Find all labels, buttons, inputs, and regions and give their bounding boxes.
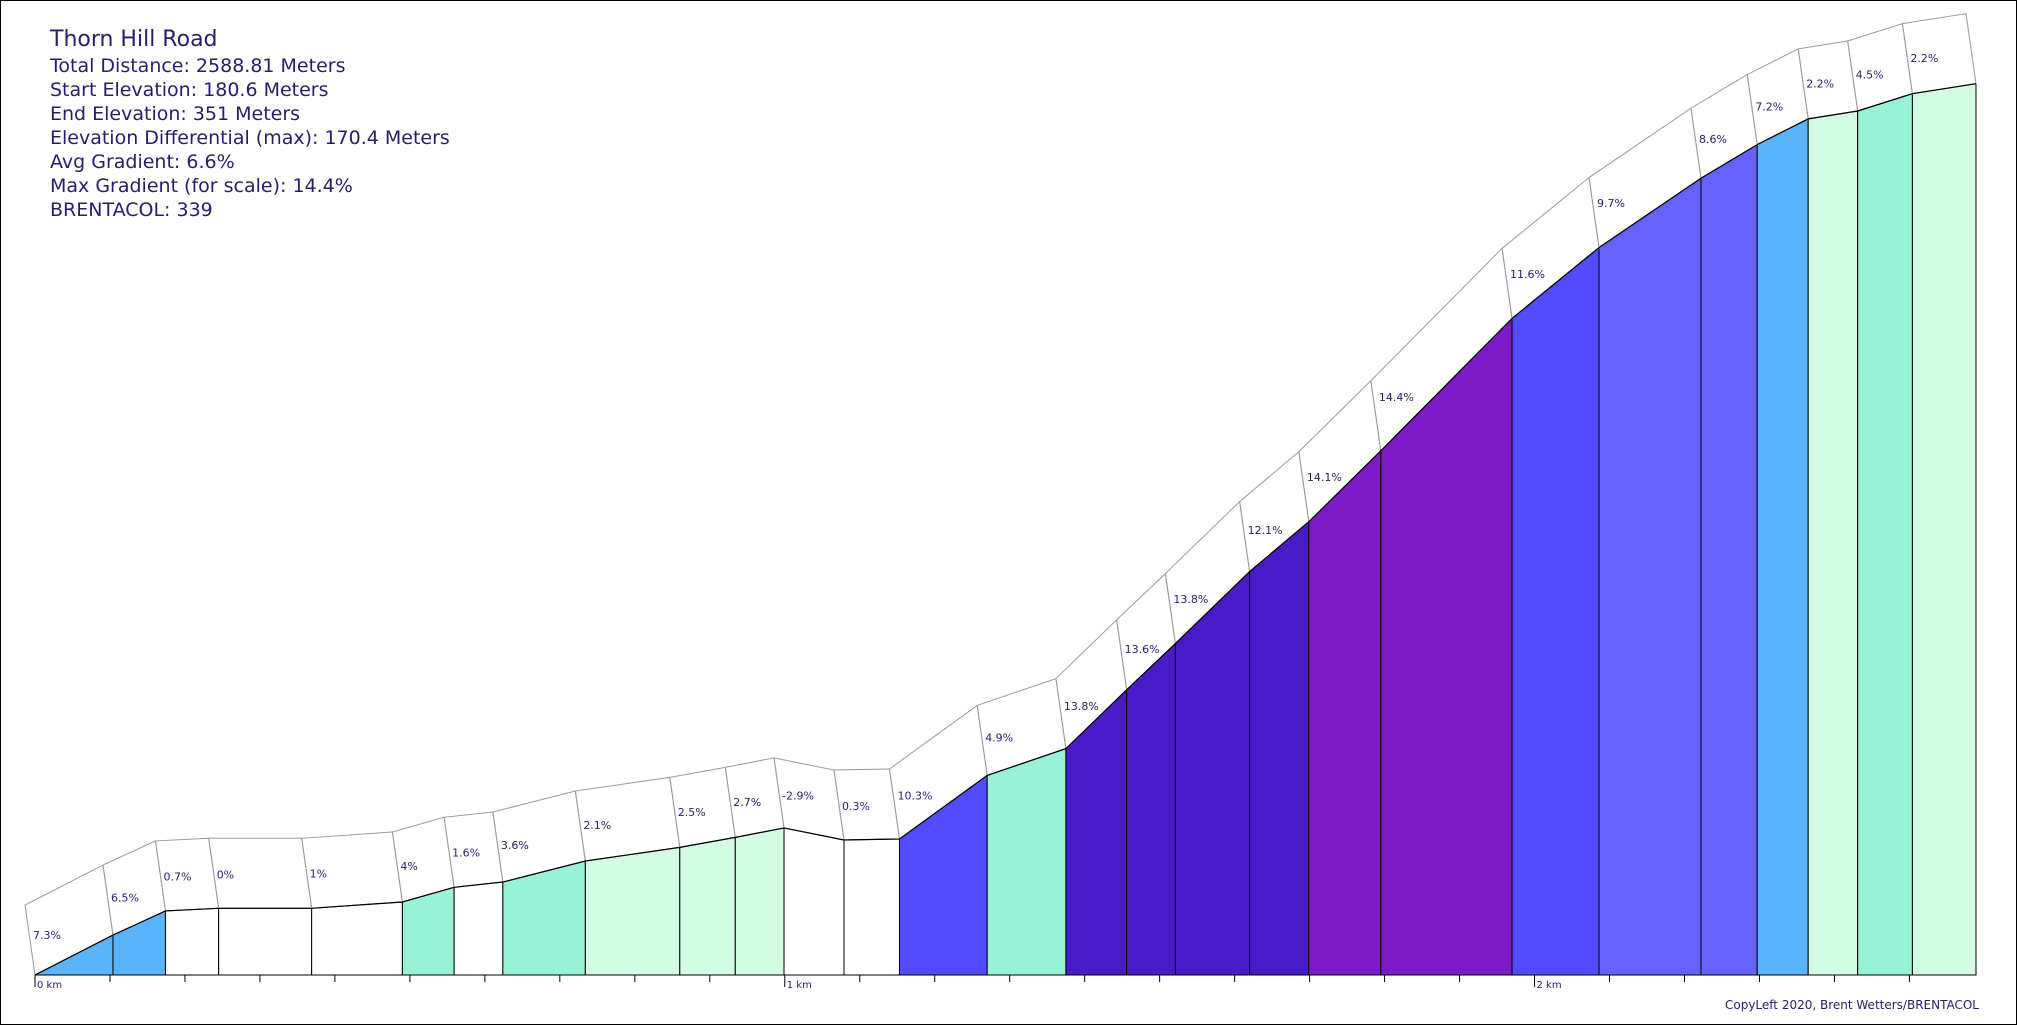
gradient-label: 1.6% [452,846,480,859]
profile-segment [1598,177,1702,976]
gradient-label: 8.6% [1699,133,1727,146]
profile-segment [1380,317,1513,976]
profile-segment [734,827,785,976]
gradient-label: -2.9% [782,790,814,803]
elevation-differential: Elevation Differential (max): 170.4 Mete… [50,127,450,149]
profile-segment [898,774,988,976]
gradient-label: 13.8% [1064,700,1099,713]
profile-segment [401,886,455,976]
profile-segment [1756,118,1809,976]
gradient-label: 0.3% [842,800,870,813]
route-info-panel: Thorn Hill Road Total Distance: 2588.81 … [50,26,450,222]
profile-segment [502,860,586,976]
gradient-label: 4% [400,860,417,873]
profile-segment [1857,92,1913,976]
gradient-label: 1% [310,867,327,880]
profile-segment [218,907,313,976]
gradient-label: 11.6% [1510,268,1545,281]
gradient-label: 10.3% [897,789,932,802]
gradient-label: 0% [217,868,234,881]
gradient-label: 2.7% [733,796,761,809]
profile-segment [1911,83,1977,976]
profile-segment [584,846,681,976]
gradient-label: 6.5% [111,891,139,904]
brentacol-score: BRENTACOL: 339 [50,199,213,221]
gradient-label: 3.6% [501,839,529,852]
profile-segment [679,836,736,976]
profile-line [34,83,1977,976]
copyleft-credit: CopyLeft 2020, Brent Wetters/BRENTACOL [1724,998,1979,1012]
profile-segment [1511,246,1600,976]
profile-segment [1700,143,1758,976]
profile-segment [1249,520,1310,976]
profile-segment [1126,642,1176,976]
gradient-label: 14.4% [1379,391,1414,404]
profile-segment [1065,688,1128,976]
route-title: Thorn Hill Road [50,27,218,52]
gradient-label: 4.5% [1856,68,1884,81]
x-tick-label: 1 km [787,980,812,991]
x-tick-label: 0 km [37,980,62,991]
gradient-label: 7.3% [33,929,61,942]
profile-segment [311,901,403,976]
profile-segment [1807,110,1859,976]
gradient-label: 4.9% [985,731,1013,744]
profile-segment [843,838,900,976]
profile-segment [164,907,220,976]
profile-segment [112,910,166,976]
gradient-label: 12.1% [1248,524,1283,537]
profile-segment [1308,449,1382,976]
max-gradient: Max Gradient (for scale): 14.4% [50,175,353,197]
gradient-label: 0.7% [163,871,191,884]
profile-segment [783,827,845,976]
gradient-label: 2.1% [583,819,611,832]
x-tick-label: 2 km [1537,980,1562,991]
avg-gradient: Avg Gradient: 6.6% [50,151,235,173]
gradient-label: 2.2% [1806,78,1834,91]
gradient-label: 14.1% [1307,471,1342,484]
total-distance: Total Distance: 2588.81 Meters [50,55,346,77]
start-elevation: Start Elevation: 180.6 Meters [50,79,329,101]
gradient-label: 2.2% [1910,52,1938,65]
profile-segment [986,747,1067,976]
profile-segment [453,881,504,976]
end-elevation: End Elevation: 351 Meters [50,103,301,125]
gradient-label: 9.7% [1597,197,1625,210]
gradient-label: 13.6% [1125,643,1160,656]
gradient-label: 2.5% [678,806,706,819]
gradient-label: 13.8% [1173,593,1208,606]
gradient-label: 7.2% [1755,101,1783,114]
